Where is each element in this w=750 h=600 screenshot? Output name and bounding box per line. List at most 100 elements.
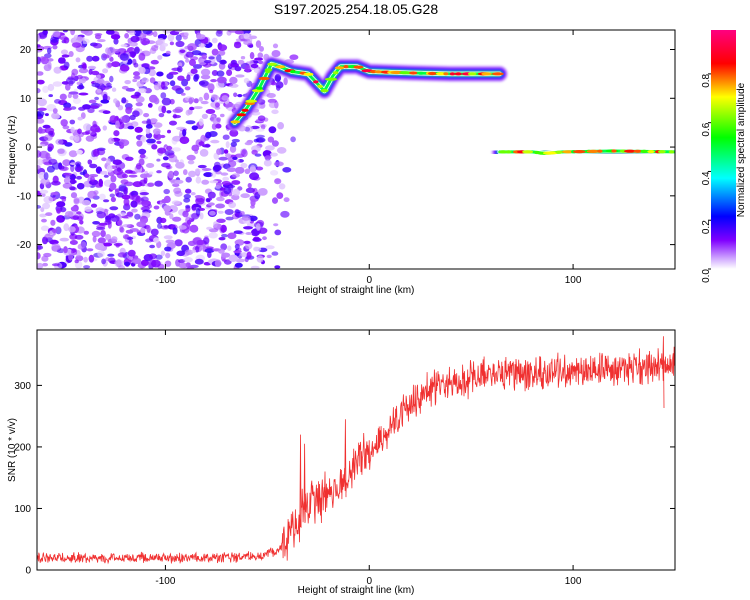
heatmap-noise-blob <box>88 254 95 263</box>
heatmap-noise-blob <box>126 58 133 65</box>
heatmap-noise-blob <box>96 148 106 156</box>
heatmap-noise-blob <box>141 39 148 46</box>
heatmap-noise-blob <box>90 124 100 133</box>
colorbar-tick-label: 0.2 <box>701 220 712 234</box>
heatmap-noise-blob <box>156 170 162 174</box>
heatmap-noise-blob <box>129 114 136 121</box>
heatmap-noise-blob <box>121 97 127 104</box>
heatmap-noise-blob <box>216 76 227 84</box>
heatmap-noise-blob <box>81 131 90 135</box>
heatmap-noise-blob <box>226 184 236 189</box>
heatmap-noise-blob <box>215 185 221 189</box>
heatmap-noise-blob <box>124 169 133 174</box>
heatmap-noise-blob <box>110 34 121 40</box>
heatmap-noise-blob <box>102 110 111 114</box>
heatmap-noise-blob <box>249 172 260 181</box>
snr-frame <box>36 329 676 571</box>
spectrogram-x-tick-label: 0 <box>366 275 372 286</box>
heatmap-noise-blob <box>209 117 215 121</box>
heatmap-noise-blob <box>72 93 79 99</box>
heatmap-track-peak <box>640 149 648 153</box>
spectrogram-y-tick-label: -10 <box>17 191 32 202</box>
heatmap-track-peak <box>320 89 329 93</box>
heatmap-noise-blob <box>129 41 138 47</box>
heatmap-noise-blob <box>234 243 240 250</box>
heatmap-noise-blob <box>221 95 229 101</box>
heatmap-noise-blob <box>105 257 111 262</box>
spectrogram-y-tick-label: 0 <box>25 143 31 154</box>
heatmap-noise-blob <box>47 47 52 54</box>
heatmap-noise-blob <box>161 198 168 204</box>
heatmap-noise-blob <box>234 262 243 268</box>
heatmap-noise-blob <box>59 165 65 170</box>
heatmap-track-peak <box>245 99 258 103</box>
heatmap-noise-blob <box>207 83 215 92</box>
heatmap-noise-blob <box>257 115 266 121</box>
heatmap-track-peak <box>436 72 446 76</box>
heatmap-noise-blob <box>98 222 108 226</box>
heatmap-noise-blob <box>218 156 228 161</box>
heatmap-noise-blob <box>229 83 239 88</box>
heatmap-noise-blob <box>99 170 108 175</box>
heatmap-noise-blob <box>145 124 153 129</box>
heatmap-noise-blob <box>81 199 91 206</box>
heatmap-noise-blob <box>200 74 211 80</box>
heatmap-noise-blob <box>241 30 251 35</box>
heatmap-noise-blob <box>120 179 129 185</box>
heatmap-noise-blob <box>37 118 45 124</box>
heatmap-noise-blob <box>178 225 187 230</box>
heatmap-noise-blob <box>257 52 264 59</box>
heatmap-noise-blob <box>216 196 225 202</box>
heatmap-noise-blob <box>41 255 49 262</box>
heatmap-noise-blob <box>169 120 177 126</box>
heatmap-noise-blob <box>194 258 204 265</box>
heatmap-noise-blob <box>240 252 249 258</box>
heatmap-track-peak <box>658 150 666 154</box>
heatmap-noise-blob <box>207 251 212 258</box>
heatmap-noise-blob <box>153 122 163 128</box>
heatmap-noise-blob <box>78 106 86 111</box>
snr-x-tick-label: 100 <box>565 576 582 587</box>
heatmap-noise-blob <box>213 164 222 172</box>
heatmap-noise-blob <box>62 30 68 33</box>
heatmap-noise-blob <box>45 156 52 160</box>
heatmap-noise-blob <box>160 81 166 90</box>
heatmap-noise-blob <box>249 52 255 60</box>
heatmap-noise-blob <box>106 158 111 166</box>
heatmap-noise-blob <box>139 192 149 196</box>
heatmap-noise-blob <box>175 161 185 169</box>
heatmap-noise-blob <box>52 30 61 38</box>
heatmap-noise-blob <box>199 149 209 157</box>
heatmap-noise-blob <box>252 237 262 242</box>
heatmap-noise-blob <box>235 74 245 78</box>
heatmap-track-peak <box>264 68 273 72</box>
heatmap-noise-blob <box>210 79 218 83</box>
heatmap-noise-blob <box>213 221 218 228</box>
heatmap-noise-blob <box>188 97 193 105</box>
heatmap-noise-blob <box>131 208 138 213</box>
heatmap-noise-blob <box>75 166 83 173</box>
heatmap-noise-blob <box>149 77 156 84</box>
heatmap-noise-blob <box>186 74 191 82</box>
heatmap-noise-blob <box>42 202 51 210</box>
heatmap-noise-blob <box>150 228 159 236</box>
colorbar: 0.0 0.2 0.4 0.6 0.8 Normalized spectral ampl… <box>701 30 747 283</box>
heatmap-noise-blob <box>130 35 140 43</box>
heatmap-noise-blob <box>209 180 219 184</box>
heatmap-noise-blob <box>41 158 51 165</box>
heatmap-noise-blob <box>258 60 264 65</box>
heatmap-noise-blob <box>221 252 231 258</box>
heatmap-noise-blob <box>71 42 82 48</box>
heatmap-noise-blob <box>153 82 161 91</box>
heatmap-noise-blob <box>244 64 251 73</box>
heatmap-noise-blob <box>266 93 276 98</box>
heatmap-noise-blob <box>267 98 277 104</box>
heatmap-noise-blob <box>119 65 130 72</box>
heatmap-noise-blob <box>128 239 133 245</box>
heatmap-noise-blob <box>177 66 183 73</box>
heatmap-noise-blob <box>74 234 84 240</box>
heatmap-noise-blob <box>230 59 237 65</box>
heatmap-noise-blob <box>65 174 71 180</box>
heatmap-noise-blob <box>41 193 46 197</box>
heatmap-track-peak <box>317 84 323 88</box>
